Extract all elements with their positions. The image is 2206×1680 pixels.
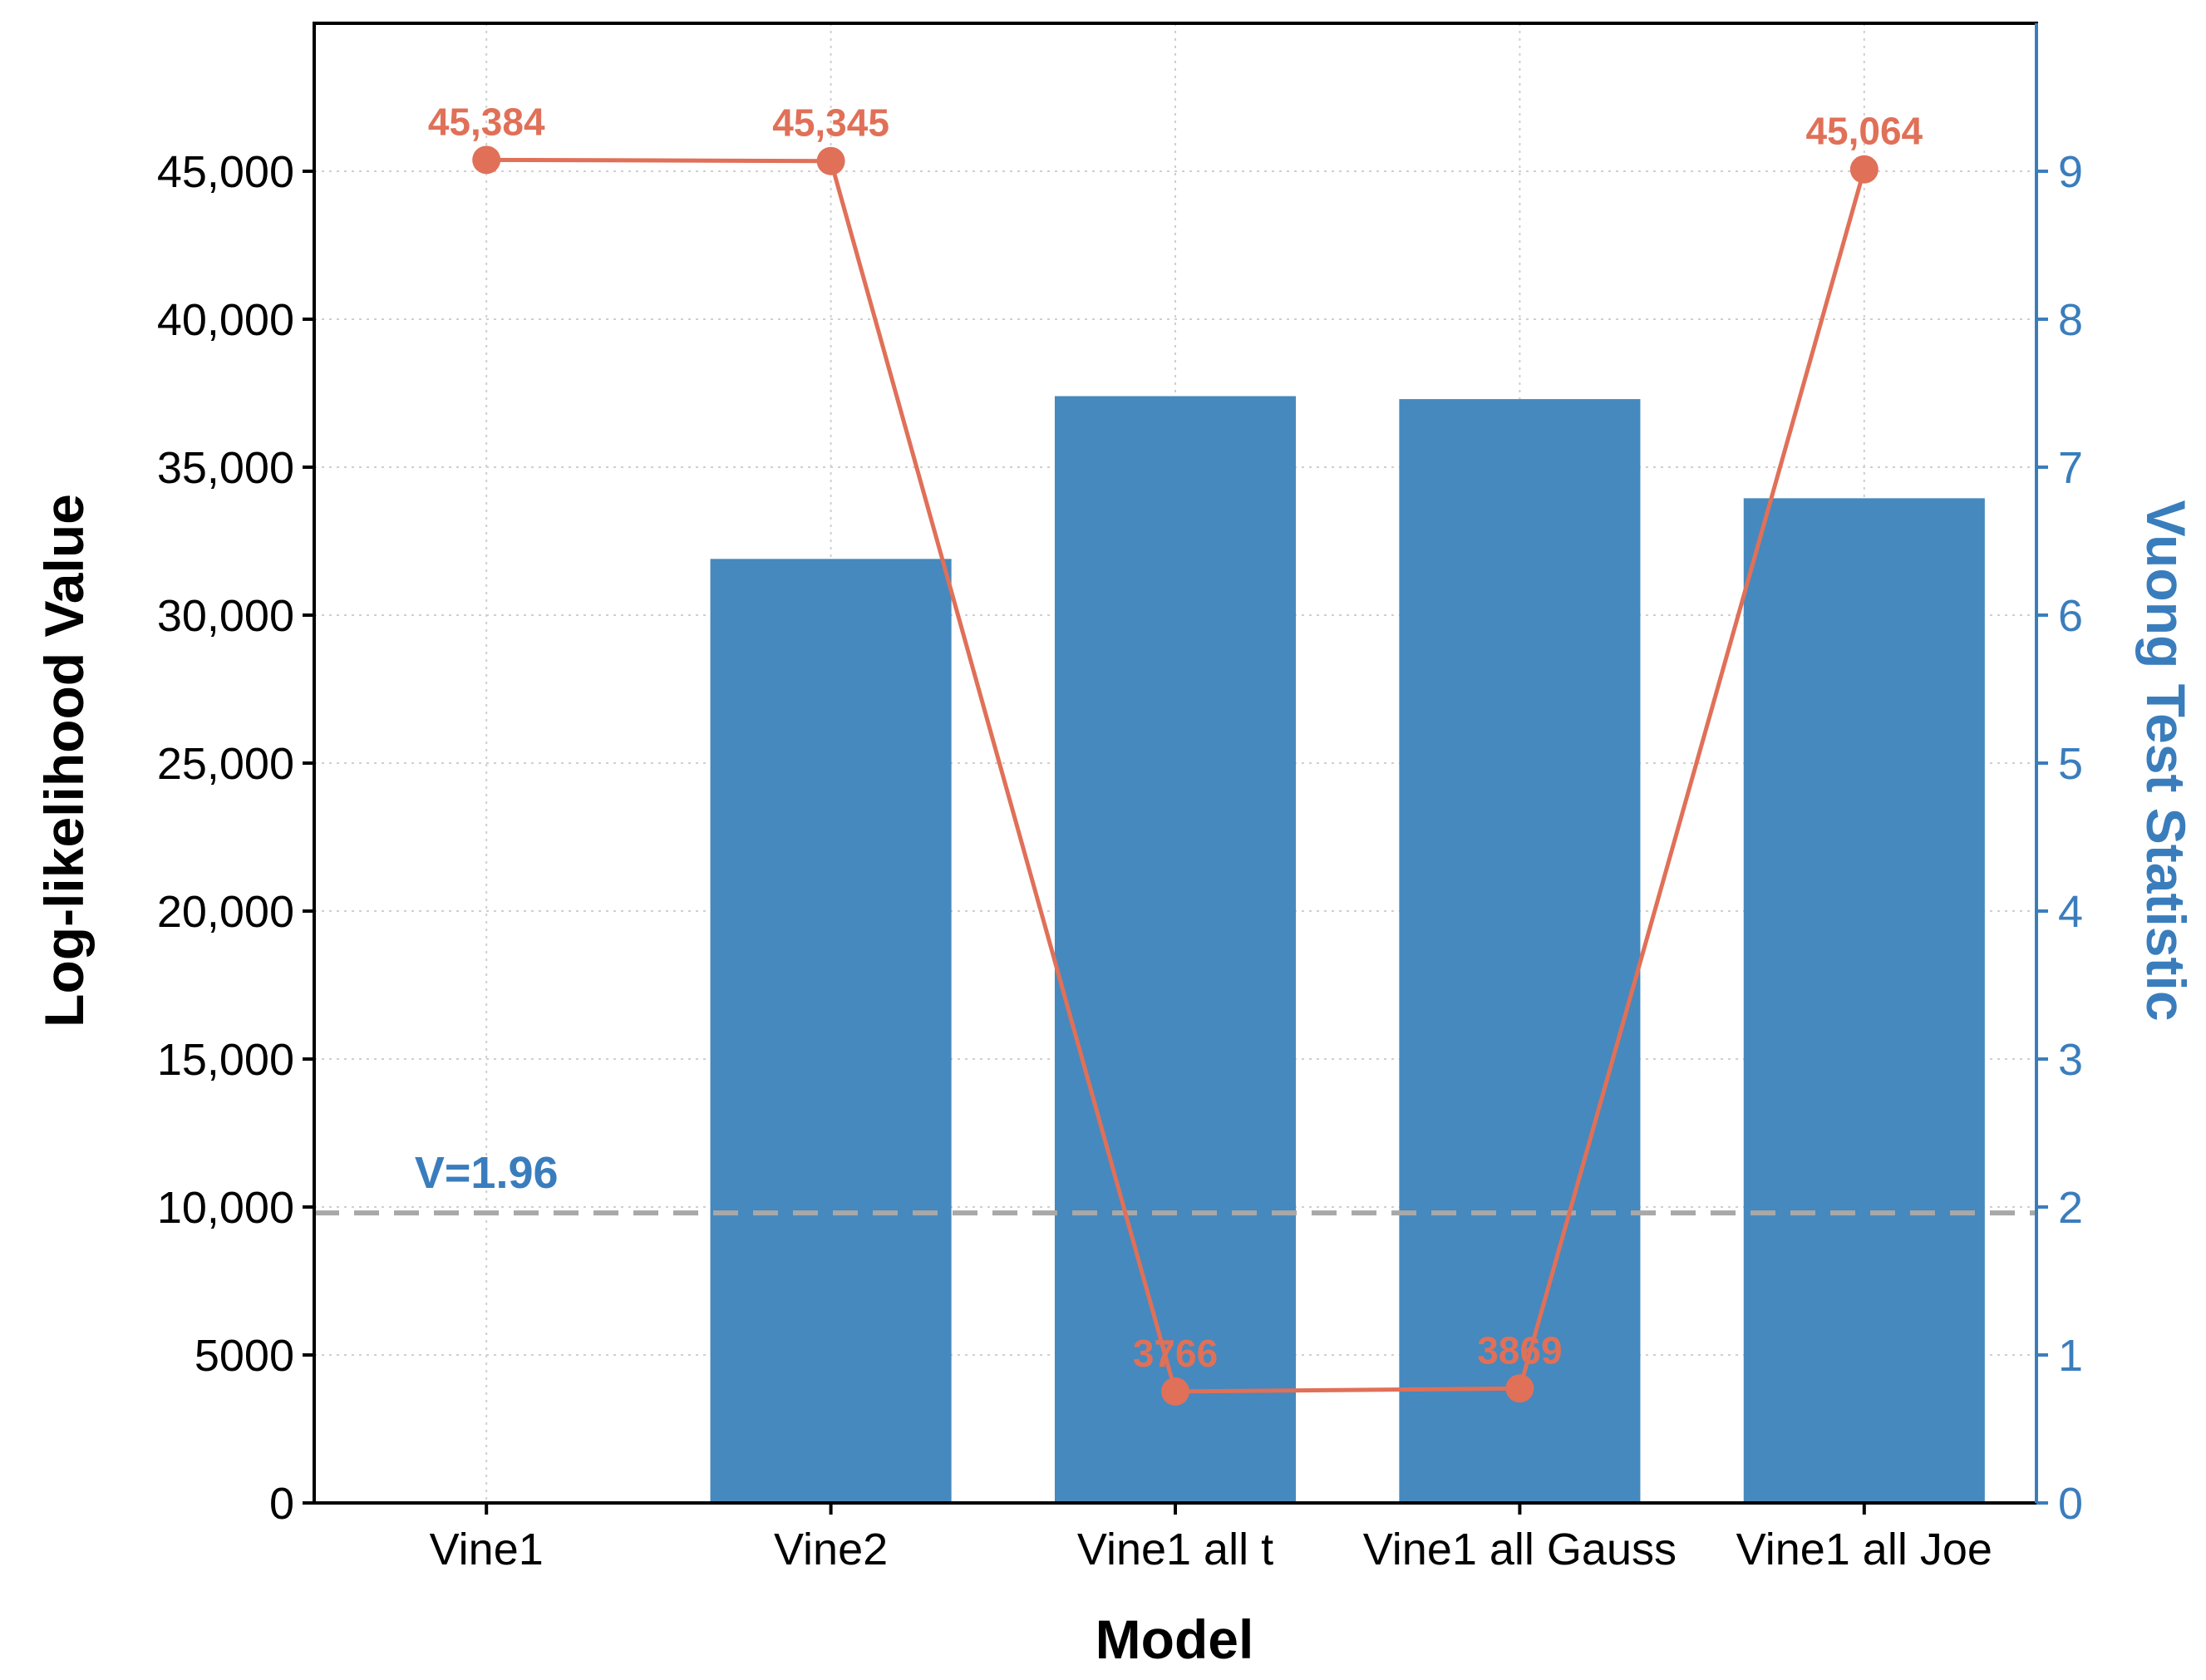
right-tick-label: 1 [2058,1331,2083,1381]
data-label-2: 3766 [1133,1332,1218,1375]
line-point-4 [1849,155,1879,184]
line-point-3 [1505,1374,1534,1403]
left-tick-label: 40,000 [157,295,294,345]
right-tick-label: 4 [2058,887,2083,937]
right-axis-title: Vuong Test Statistic [2135,500,2197,1021]
right-tick-label: 9 [2058,147,2083,197]
line-point-1 [816,146,845,175]
bar-2 [1054,396,1297,1503]
left-tick-label: 10,000 [157,1183,294,1233]
line-point-2 [1161,1377,1189,1406]
x-tick-label: Vine1 [430,1525,544,1574]
reference-line-label: V=1.96 [415,1148,559,1198]
right-tick-label: 7 [2058,443,2083,493]
right-tick-label: 6 [2058,591,2083,641]
left-tick-label: 25,000 [157,739,294,789]
data-label-3: 3869 [1477,1328,1562,1372]
left-tick-label: 20,000 [157,887,294,937]
data-label-1: 45,345 [772,101,889,145]
right-tick-label: 5 [2058,739,2083,789]
left-tick-label: 5000 [195,1331,294,1381]
bar-4 [1743,498,1985,1503]
x-axis-title: Model [1096,1609,1254,1670]
x-tick-label: Vine1 all t [1077,1525,1273,1574]
x-tick-label: Vine1 all Gauss [1363,1525,1677,1574]
data-labels: 45,384 45,345 3766 3869 45,064 [428,100,1923,1375]
right-tick-label: 2 [2058,1183,2083,1233]
right-tick-label: 3 [2058,1035,2083,1085]
bar-series [710,396,1985,1503]
line-point-0 [472,145,501,175]
x-tick-label: Vine1 all Joe [1736,1525,1992,1574]
left-tick-label: 35,000 [157,443,294,493]
x-axis-ticks: Vine1 Vine2 Vine1 all t Vine1 all Gauss Vine… [430,1503,1992,1574]
left-tick-label: 45,000 [157,147,294,197]
reference-line-group: V=1.96 [314,1148,2036,1216]
left-axis-title: Log-likelihood Value [33,494,95,1027]
data-label-0: 45,384 [428,100,545,143]
left-tick-label: 0 [269,1479,294,1529]
line-series [472,145,1879,1406]
left-tick-label: 30,000 [157,591,294,641]
x-tick-label: Vine2 [774,1525,888,1574]
bar-1 [710,559,952,1503]
data-label-4: 45,064 [1805,110,1923,153]
right-axis-ticks: 0 1 2 3 4 5 6 7 8 9 [2036,147,2083,1529]
right-tick-label: 8 [2058,295,2083,345]
left-axis-ticks: 0 5000 10,000 15,000 20,000 25,000 30,000 35,00… [157,147,314,1529]
bar-3 [1399,399,1641,1503]
left-tick-label: 15,000 [157,1035,294,1085]
right-tick-label: 0 [2058,1479,2083,1529]
